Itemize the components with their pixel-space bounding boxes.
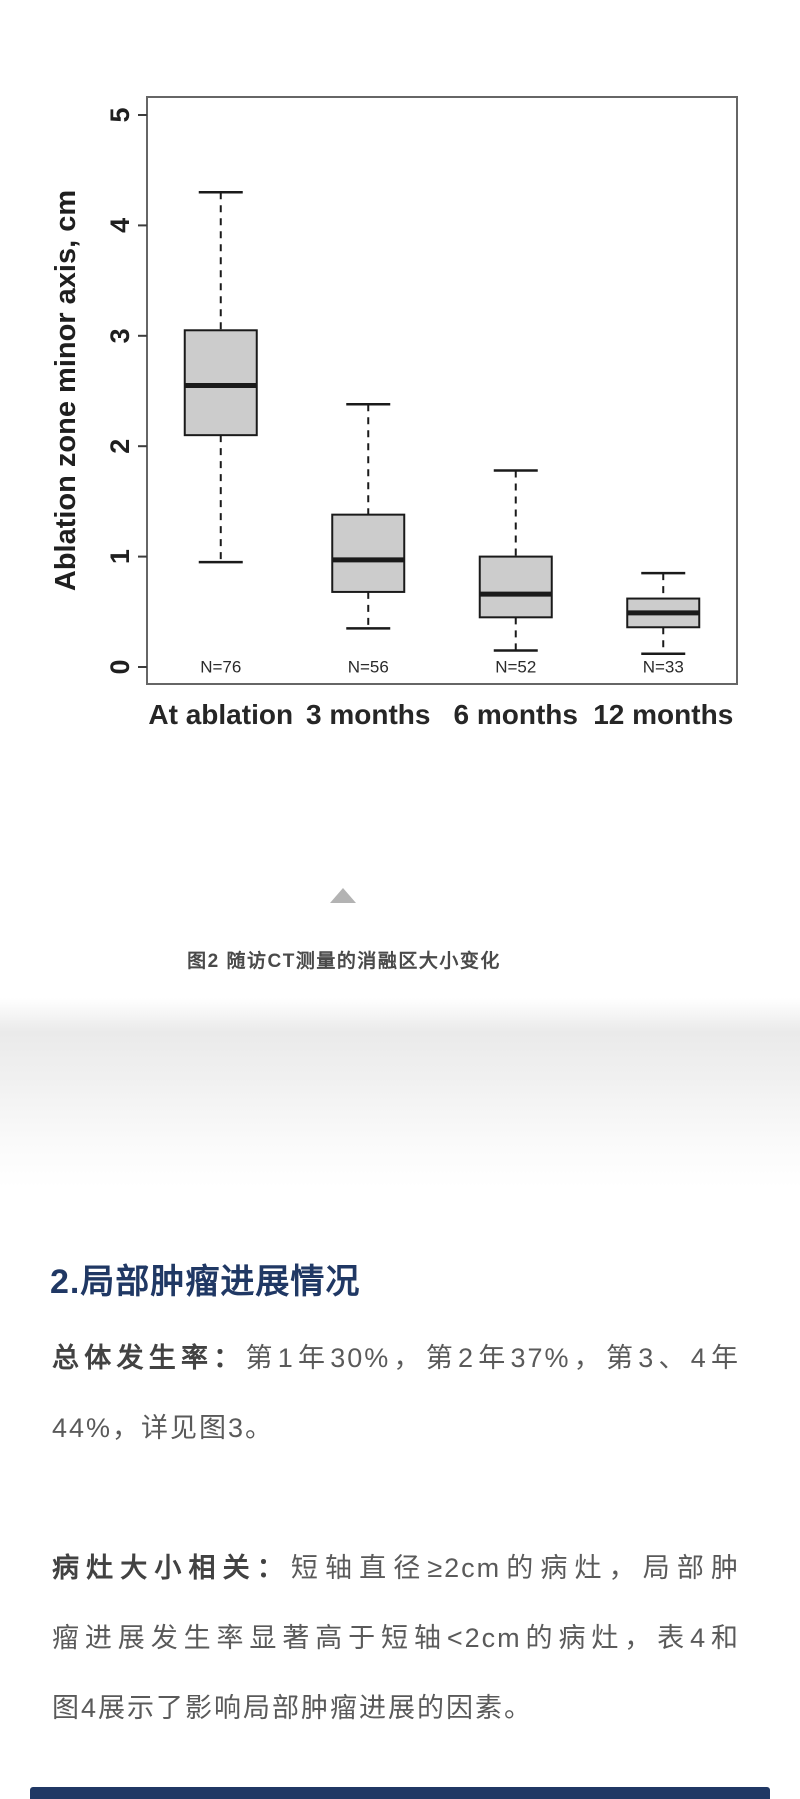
y-tick-label: 2	[105, 439, 135, 454]
box-2	[478, 555, 553, 619]
paragraph-line: 病灶大小相关：短轴直径≥2cm的病灶，局部肿	[52, 1553, 740, 1583]
y-tick-label: 3	[105, 328, 135, 343]
x-category-label: 6 months	[454, 699, 578, 730]
ablation-boxplot-chart: 0 1 2 3 4 5 Ablation zone minor axis, cm N=76 At…	[50, 96, 738, 730]
paragraph-line: 总体发生率：第1年30%，第2年37%，第3、4年	[52, 1343, 740, 1373]
n-label: N=56	[348, 658, 389, 677]
plot-frame	[146, 96, 738, 685]
x-category-label: 12 months	[593, 699, 733, 730]
y-tick-label: 0	[105, 659, 135, 674]
paragraph-lead: 病灶大小相关：	[52, 1553, 291, 1583]
n-label: N=76	[200, 658, 241, 677]
box-1	[331, 513, 406, 593]
y-axis-label: Ablation zone minor axis, cm	[50, 190, 82, 591]
figure-caption: 图2 随访CT测量的消融区大小变化	[187, 951, 501, 972]
section-heading: 2.局部肿瘤进展情况	[50, 1263, 361, 1301]
section-divider-band	[0, 998, 800, 1188]
paragraph-overall-incidence: 总体发生率：第1年30%，第2年37%，第3、4年 44%，详见图3。	[52, 1323, 740, 1463]
box-0	[183, 329, 258, 437]
bottom-accent-bar	[30, 1787, 770, 1799]
paragraph-line: 瘤进展发生率显著高于短轴<2cm的病灶，表4和	[52, 1623, 740, 1653]
paragraph-lead: 总体发生率：	[52, 1343, 246, 1373]
y-tick-label: 5	[105, 107, 135, 122]
n-label: N=33	[643, 658, 684, 677]
x-category-label: 3 months	[306, 699, 430, 730]
paragraph-line: 图4展示了影响局部肿瘤进展的因素。	[52, 1693, 534, 1723]
y-tick-label: 4	[105, 218, 135, 233]
collapse-triangle-icon[interactable]	[330, 888, 356, 903]
y-tick-label: 1	[105, 549, 135, 564]
paragraph-lesion-size: 病灶大小相关：短轴直径≥2cm的病灶，局部肿 瘤进展发生率显著高于短轴<2cm的病…	[52, 1533, 740, 1743]
x-category-label: At ablation	[148, 699, 293, 730]
n-label: N=52	[495, 658, 536, 677]
paragraph-line: 44%，详见图3。	[52, 1413, 275, 1443]
